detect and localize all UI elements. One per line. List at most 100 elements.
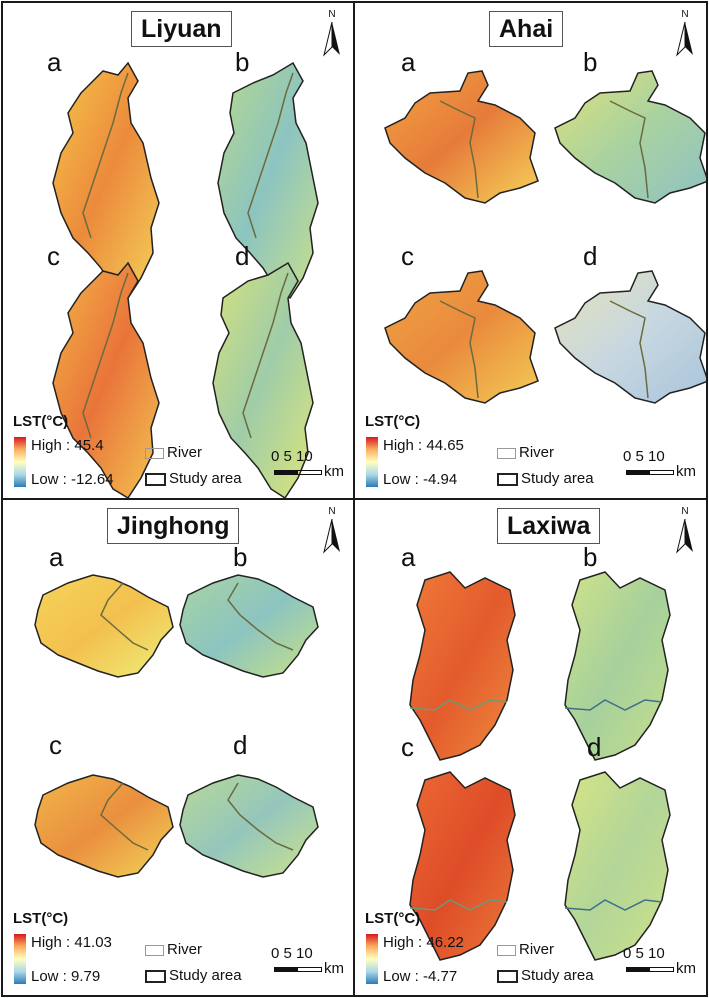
north-arrow-icon: N	[319, 506, 345, 556]
north-label: N	[328, 9, 336, 20]
legend-river: River	[145, 444, 202, 461]
lst-color-ramp	[366, 437, 378, 487]
map-c	[52, 261, 160, 498]
legend-study-area-label: Study area	[169, 470, 242, 487]
map-label-b: b	[233, 542, 248, 572]
map-b	[179, 574, 319, 678]
study-area-swatch	[145, 969, 166, 983]
panel-title: Jinghong	[107, 508, 240, 544]
legend-river-label: River	[519, 941, 555, 958]
map-label-b: b	[235, 47, 250, 77]
legend-title: LST(°C)	[13, 413, 69, 430]
map-label-c: c	[47, 241, 60, 271]
map-a	[409, 571, 516, 761]
map-a	[52, 61, 160, 300]
map-label-d: d	[235, 241, 250, 271]
scale-numbers: 0 5 10	[623, 448, 665, 465]
legend-high: High : 45.4	[31, 437, 104, 454]
north-arrow-icon: N	[319, 9, 345, 59]
map-d	[554, 270, 706, 404]
north-label: N	[681, 9, 689, 20]
legend-river-label: River	[167, 941, 203, 958]
scale-bar: 0 5 10 km	[271, 945, 344, 985]
panel-ahai: Ahai N a b c d LST(°C) High : 44.65 Low …	[353, 1, 708, 500]
legend-low: Low : -4.77	[383, 968, 458, 985]
map-canvas	[384, 70, 706, 404]
legend-high: High : 44.65	[383, 437, 464, 454]
scale-bar-graphic	[274, 470, 322, 475]
map-label-b: b	[583, 542, 598, 572]
study-area-swatch	[145, 472, 166, 486]
legend-study-area: Study area	[145, 470, 242, 487]
legend-study-area-label: Study area	[169, 967, 242, 984]
map-label-d: d	[587, 732, 602, 762]
legend-high: High : 46.22	[383, 934, 464, 951]
map-d	[212, 261, 314, 498]
lst-color-ramp	[14, 934, 26, 984]
map-d	[564, 771, 671, 961]
map-label-a: a	[401, 47, 416, 77]
legend-study-area: Study area	[497, 470, 594, 487]
legend-title: LST(°C)	[365, 910, 421, 927]
legend-study-area-label: Study area	[521, 470, 594, 487]
map-d	[179, 774, 319, 878]
legend-title: LST(°C)	[365, 413, 421, 430]
lst-color-ramp	[14, 437, 26, 487]
legend-high: High : 41.03	[31, 934, 112, 951]
map-label-b: b	[583, 47, 598, 77]
map-label-a: a	[401, 542, 416, 572]
map-c	[409, 771, 516, 961]
river-swatch	[145, 447, 164, 459]
map-b	[564, 571, 671, 761]
river-swatch	[497, 447, 516, 459]
map-canvas	[52, 61, 319, 498]
scale-unit: km	[324, 463, 344, 480]
panel-laxiwa: Laxiwa N a b c d LST(°C) High : 46.22 Lo…	[353, 498, 708, 997]
lst-color-ramp	[366, 934, 378, 984]
scale-bar: 0 5 10 km	[623, 945, 696, 985]
panel-title: Laxiwa	[497, 508, 601, 544]
map-b	[217, 61, 319, 300]
scale-bar-graphic	[274, 967, 322, 972]
study-area-swatch	[497, 472, 518, 486]
panel-title: Liyuan	[131, 11, 232, 47]
map-label-d: d	[583, 241, 598, 271]
legend-river-label: River	[519, 444, 555, 461]
scale-bar: 0 5 10 km	[271, 448, 344, 488]
scale-numbers: 0 5 10	[623, 945, 665, 962]
north-arrow-icon: N	[672, 9, 698, 59]
legend-study-area-label: Study area	[521, 967, 594, 984]
legend-river: River	[497, 444, 554, 461]
map-b	[554, 70, 706, 204]
river-swatch	[497, 944, 516, 956]
map-label-c: c	[401, 732, 414, 762]
scale-bar-graphic	[626, 470, 674, 475]
north-arrow-icon: N	[672, 506, 698, 556]
scale-bar: 0 5 10 km	[623, 448, 696, 488]
panel-title: Ahai	[489, 11, 564, 47]
map-c	[34, 774, 174, 878]
map-label-d: d	[233, 730, 248, 760]
north-label: N	[681, 506, 689, 517]
map-canvas	[34, 574, 319, 878]
map-c	[384, 270, 539, 404]
map-label-a: a	[47, 47, 62, 77]
scale-unit: km	[676, 463, 696, 480]
study-area-swatch	[497, 969, 518, 983]
river-swatch	[145, 944, 164, 956]
scale-bar-graphic	[626, 967, 674, 972]
legend-river: River	[145, 941, 202, 958]
legend-study-area: Study area	[145, 967, 242, 984]
legend-river-label: River	[167, 444, 203, 461]
scale-numbers: 0 5 10	[271, 448, 313, 465]
map-canvas	[409, 571, 671, 961]
legend-low: Low : -12.64	[31, 471, 114, 488]
map-label-a: a	[49, 542, 64, 572]
legend-low: Low : 9.79	[31, 968, 101, 985]
scale-numbers: 0 5 10	[271, 945, 313, 962]
panel-liyuan: Liyuan N a b c d LST(°C) High : 45.4 Low…	[1, 1, 355, 500]
map-label-c: c	[49, 730, 62, 760]
scale-unit: km	[324, 960, 344, 977]
map-label-c: c	[401, 241, 414, 271]
legend-river: River	[497, 941, 554, 958]
